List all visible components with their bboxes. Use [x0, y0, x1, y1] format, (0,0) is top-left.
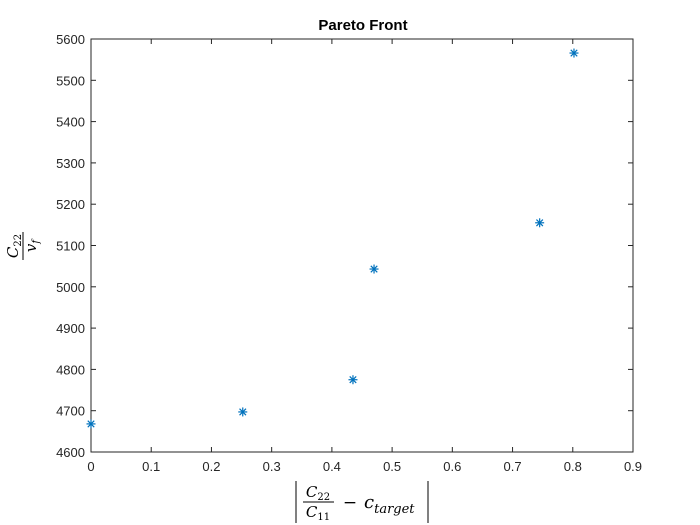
data-series: [86, 48, 579, 429]
x-tick-label: 0.3: [263, 459, 281, 474]
y-tick-label: 4800: [56, 362, 85, 377]
y-tick-label: 5600: [56, 32, 85, 47]
y-tick-label: 5400: [56, 115, 85, 130]
y-axis-label: C22 vf: [4, 232, 42, 260]
x-tick-label: 0.2: [202, 459, 220, 474]
y-label-numer: C22: [4, 234, 24, 258]
x-label-minus: −: [343, 493, 357, 513]
data-point: [369, 264, 379, 274]
chart-title: Pareto Front: [318, 17, 407, 34]
data-point: [86, 419, 96, 429]
data-point: [348, 375, 358, 385]
y-tick-label: 5200: [56, 197, 85, 212]
y-tick-label: 5500: [56, 73, 85, 88]
y-tick-label: 5000: [56, 280, 85, 295]
y-tick-label: 4600: [56, 445, 85, 460]
x-tick-label: 0: [87, 459, 94, 474]
axes-box: [90, 38, 634, 453]
plot-frame: [90, 38, 634, 453]
x-tick-label: 0.7: [504, 459, 522, 474]
x-label-denom: C11: [306, 503, 330, 523]
y-tick-label: 4900: [56, 321, 85, 336]
x-tick-label: 0.5: [383, 459, 401, 474]
data-point: [569, 48, 579, 58]
data-point: [535, 218, 545, 228]
x-label-c-target: ctarget: [364, 492, 415, 517]
data-point: [238, 407, 248, 417]
x-axis-label: C22 C11 − ctarget: [295, 481, 429, 523]
x-label-numer: C22: [306, 483, 330, 503]
x-tick-label: 0.4: [323, 459, 341, 474]
x-axis: 0 0.1 0.2 0.3 0.4 0.5 0.6 0.7 0.8 0.9: [87, 39, 642, 474]
y-tick-label: 5100: [56, 239, 85, 254]
x-tick-label: 0.1: [142, 459, 160, 474]
y-tick-label: 5300: [56, 156, 85, 171]
y-label-denom: vf: [22, 238, 42, 252]
x-tick-label: 0.9: [624, 459, 642, 474]
x-tick-label: 0.8: [564, 459, 582, 474]
x-tick-label: 0.6: [443, 459, 461, 474]
y-axis: 4600 4700 4800 4900 5000 5100 5200 5300 5400 5500…: [56, 32, 633, 460]
y-tick-label: 4700: [56, 404, 85, 419]
